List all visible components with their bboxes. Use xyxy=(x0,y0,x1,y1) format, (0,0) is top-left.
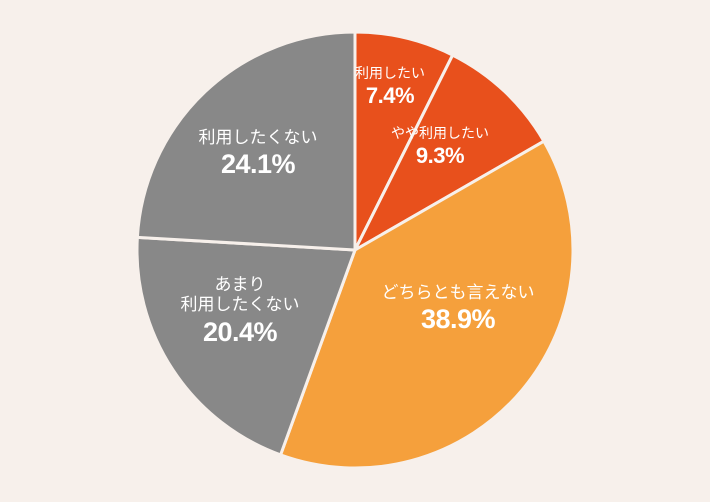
slice-neutral xyxy=(279,139,575,470)
slice-category: やや利用したい xyxy=(391,126,489,142)
slice-label-rather-not: あまり 利用したくない 20.4% xyxy=(181,275,300,348)
slice-not-want xyxy=(135,30,357,252)
slice-percent: 24.1% xyxy=(220,149,296,180)
slice-percent: 38.9% xyxy=(420,304,496,335)
slice-somewhat-want xyxy=(353,53,546,252)
slice-want xyxy=(353,30,455,252)
slice-label-want: 利用したい 7.4% xyxy=(355,66,425,109)
slice-rather-not xyxy=(135,235,357,457)
slice-category-line1: あまり xyxy=(214,275,266,295)
slice-category: どちらとも言えない xyxy=(381,283,535,303)
slice-percent: 7.4% xyxy=(365,82,415,108)
slice-label-neutral: どちらとも言えない 38.9% xyxy=(382,283,535,336)
slice-category-line2: 利用したくない xyxy=(180,295,300,316)
slice-category: 利用したくない xyxy=(198,128,318,148)
slice-category: 利用したい xyxy=(355,66,425,82)
slice-percent: 20.4% xyxy=(202,316,278,347)
slice-label-not-want: 利用したくない 24.1% xyxy=(199,128,318,181)
slice-percent: 9.3% xyxy=(415,142,465,168)
slice-label-somewhat-want: やや利用したい 9.3% xyxy=(391,126,489,169)
